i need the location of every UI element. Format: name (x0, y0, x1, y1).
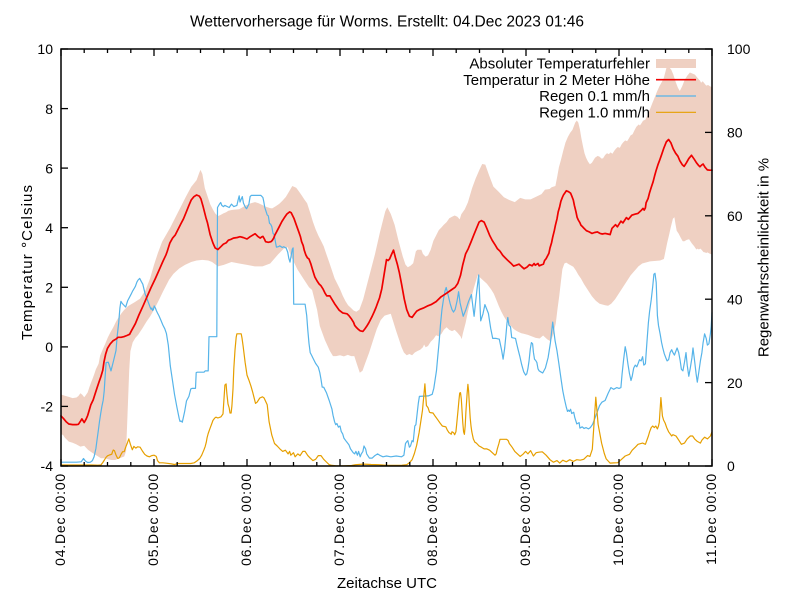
svg-text:2: 2 (45, 280, 53, 296)
svg-text:07.Dec 00:00: 07.Dec 00:00 (331, 473, 347, 566)
svg-text:Temperatur °Celsius: Temperatur °Celsius (19, 184, 36, 340)
svg-text:-2: -2 (41, 399, 54, 415)
svg-text:8: 8 (45, 101, 53, 117)
svg-text:Wettervorhersage für Worms. Er: Wettervorhersage für Worms. Erstellt: 04… (190, 14, 584, 31)
svg-text:100: 100 (727, 41, 751, 57)
svg-text:0: 0 (727, 458, 735, 474)
svg-text:10.Dec 00:00: 10.Dec 00:00 (610, 473, 626, 566)
svg-text:Regen 1.0 mm/h: Regen 1.0 mm/h (539, 105, 650, 122)
svg-text:Zeitachse UTC: Zeitachse UTC (337, 575, 437, 592)
svg-text:0: 0 (45, 339, 53, 355)
svg-text:Regen 0.1 mm/h: Regen 0.1 mm/h (539, 88, 650, 105)
svg-text:05.Dec 00:00: 05.Dec 00:00 (145, 473, 161, 566)
svg-text:04.Dec 00:00: 04.Dec 00:00 (52, 473, 68, 566)
svg-text:20: 20 (727, 375, 743, 391)
svg-text:4: 4 (45, 220, 53, 236)
svg-text:11.Dec 00:00: 11.Dec 00:00 (703, 473, 719, 565)
svg-text:Absoluter Temperaturfehler: Absoluter Temperaturfehler (469, 56, 650, 73)
svg-text:-4: -4 (41, 458, 54, 474)
svg-text:Regenwahrscheinlichkeit in %: Regenwahrscheinlichkeit in % (756, 158, 773, 357)
svg-text:Temperatur in 2 Meter Höhe: Temperatur in 2 Meter Höhe (463, 72, 650, 89)
svg-text:6: 6 (45, 160, 53, 176)
svg-text:10: 10 (37, 41, 53, 57)
svg-text:80: 80 (727, 125, 743, 141)
svg-text:40: 40 (727, 291, 743, 307)
svg-text:60: 60 (727, 208, 743, 224)
svg-text:06.Dec 00:00: 06.Dec 00:00 (238, 473, 254, 566)
svg-text:08.Dec 00:00: 08.Dec 00:00 (424, 473, 440, 566)
svg-text:09.Dec 00:00: 09.Dec 00:00 (517, 473, 533, 566)
